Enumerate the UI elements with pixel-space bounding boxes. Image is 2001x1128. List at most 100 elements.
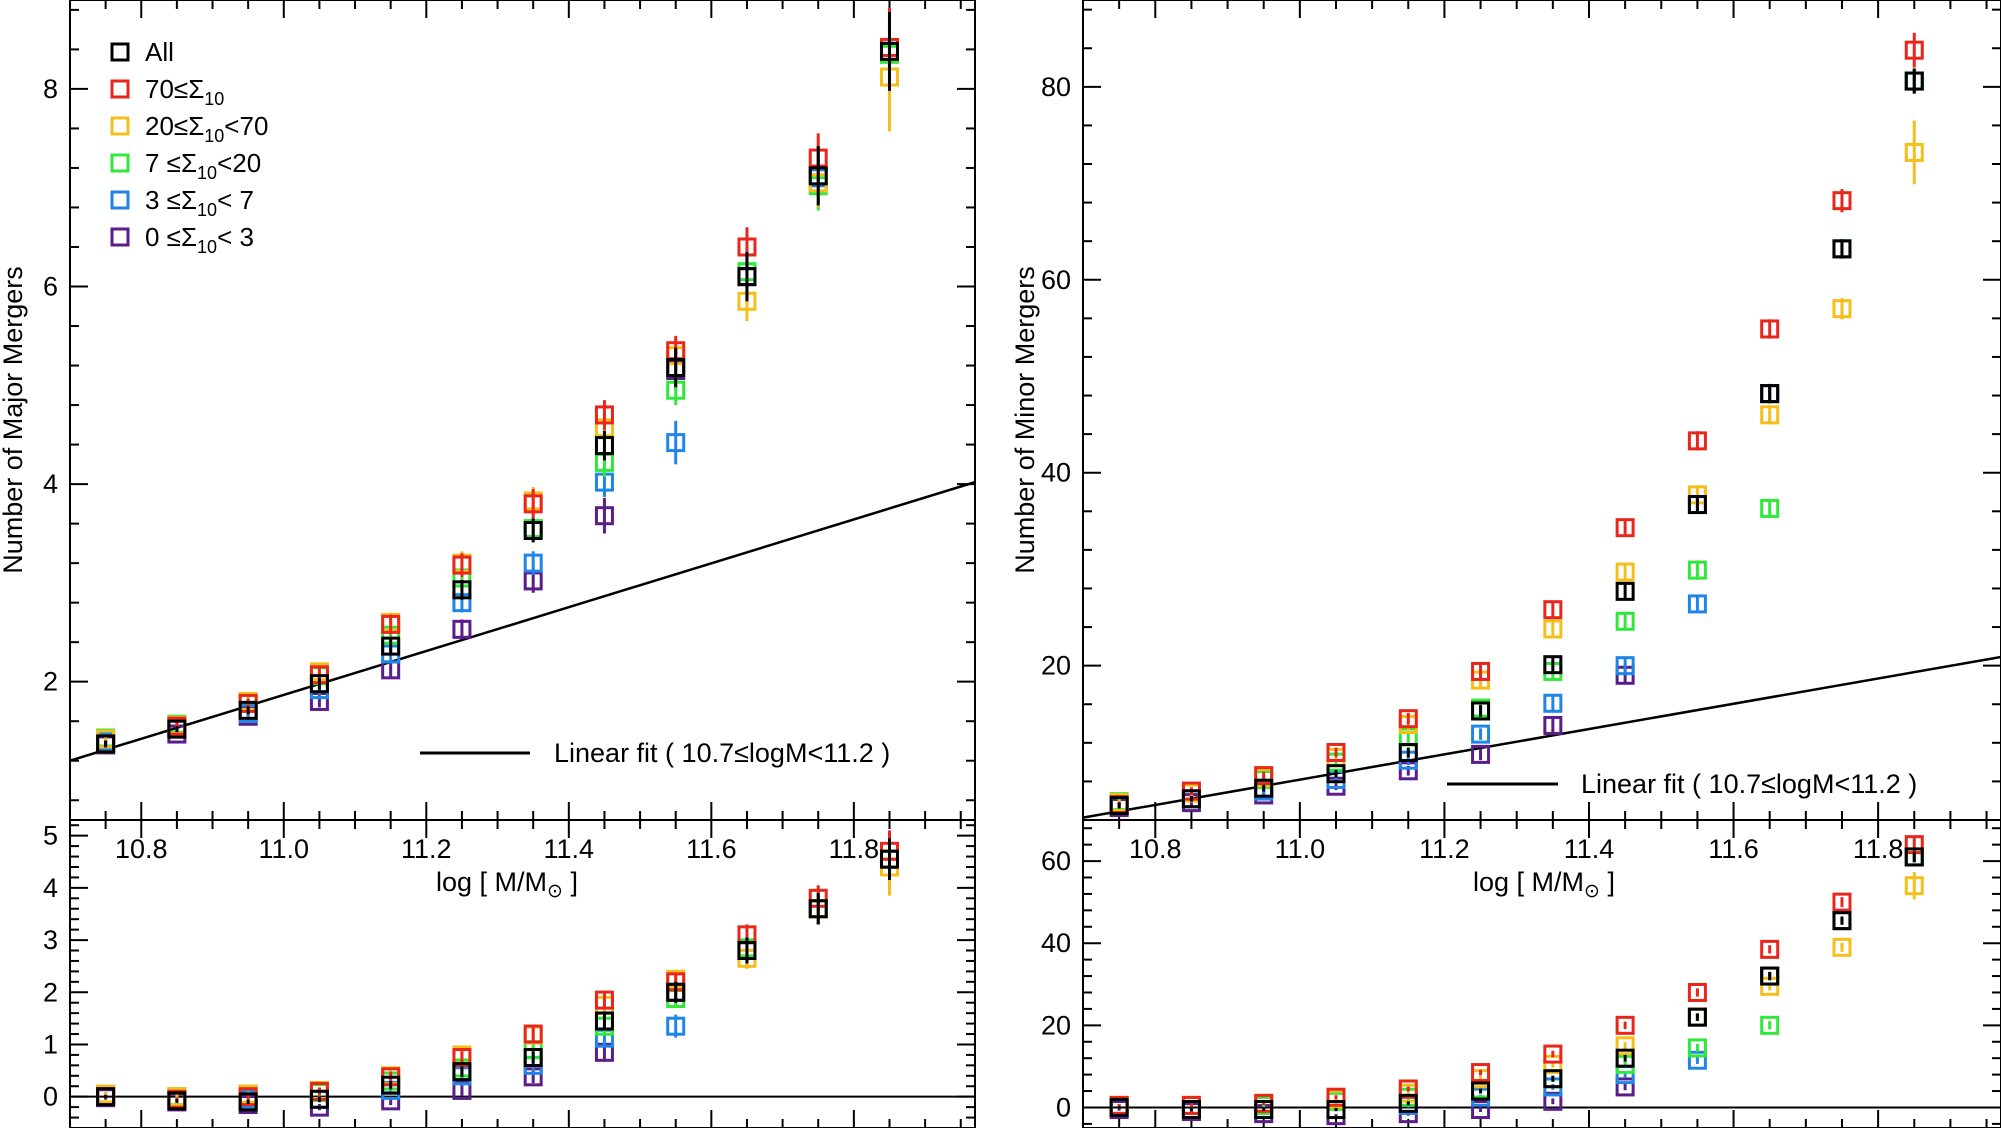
data-point <box>452 619 472 639</box>
data-point <box>1832 911 1852 931</box>
data-point <box>1543 693 1563 713</box>
legend-label-sub: 10 <box>204 126 224 146</box>
legend-label-main: All <box>145 37 174 67</box>
series-0≤Σ10<3 <box>96 11 899 755</box>
series-0≤Σ10<3 <box>1109 68 1924 817</box>
data-point <box>1109 796 1129 816</box>
series-All <box>1109 847 1924 1120</box>
data-point <box>1254 766 1274 786</box>
legend-label-tail: < 7 <box>217 185 254 215</box>
legend-label-tail: < 3 <box>217 222 254 252</box>
y-tick-label: 2 <box>43 977 58 1007</box>
data-point <box>167 1091 187 1111</box>
x-tick-label: 11.4 <box>544 834 595 864</box>
data-point <box>1760 498 1780 518</box>
legend-label-sub: 10 <box>197 200 217 220</box>
y-tick-label: 3 <box>43 925 58 955</box>
data-point <box>1904 876 1924 896</box>
x-tick-label: 11.2 <box>401 834 452 864</box>
data-point <box>1687 1038 1707 1058</box>
panel-frame <box>1082 819 2001 1128</box>
data-point <box>737 267 757 287</box>
data-point <box>1832 239 1852 259</box>
legend-marker <box>110 42 130 62</box>
data-point <box>1543 1069 1563 1089</box>
left-xlabel: log [ M/M⊙ ] <box>436 867 578 902</box>
data-point <box>666 1016 686 1036</box>
y-tick-label: 0 <box>1056 1092 1071 1122</box>
data-point <box>1181 789 1201 809</box>
data-point <box>309 1089 329 1109</box>
data-point <box>594 506 614 526</box>
data-point <box>1832 191 1852 211</box>
data-point <box>1832 299 1852 319</box>
data-point <box>1326 764 1346 784</box>
x-tick-label: 11.6 <box>1708 834 1759 864</box>
y-tick-label: 4 <box>43 469 58 499</box>
data-point <box>1326 1087 1346 1107</box>
y-tick-label: 40 <box>1041 458 1071 488</box>
x-tick-label: 10.8 <box>115 834 168 864</box>
data-point <box>1904 40 1924 60</box>
data-point <box>452 1048 472 1068</box>
data-point <box>1326 742 1346 762</box>
data-point <box>879 849 899 869</box>
data-point <box>1109 1097 1129 1117</box>
legend-marker <box>110 153 130 173</box>
y-tick-label: 0 <box>43 1082 58 1112</box>
legend-label-sub: 10 <box>204 89 224 109</box>
data-point <box>452 1062 472 1082</box>
data-point <box>1615 562 1635 582</box>
data-point <box>1471 744 1491 764</box>
data-point <box>1543 655 1563 675</box>
data-point <box>381 614 401 634</box>
legend-marker <box>110 227 130 247</box>
y-tick-label: 60 <box>1041 846 1071 876</box>
data-point <box>666 433 686 453</box>
data-point <box>1254 1100 1274 1120</box>
series-3≤Σ10<7 <box>1109 68 1924 816</box>
data-point <box>1687 495 1707 515</box>
panel-frame <box>1082 0 2001 821</box>
data-point <box>1615 518 1635 538</box>
data-point <box>523 521 543 541</box>
data-point <box>96 734 116 754</box>
y-tick-label: 8 <box>43 74 58 104</box>
data-point <box>594 1011 614 1031</box>
data-point <box>594 990 614 1010</box>
y-tick-label: 5 <box>43 821 58 851</box>
data-point <box>381 636 401 656</box>
data-point <box>1398 709 1418 729</box>
y-tick-label: 1 <box>43 1029 58 1059</box>
right-xlabel-main: log [ M/M <box>1473 867 1584 897</box>
data-point <box>1398 742 1418 762</box>
data-point <box>1398 1079 1418 1099</box>
x-tick-label: 11.0 <box>259 834 310 864</box>
panel-frame <box>69 0 976 821</box>
legend-label: 70≤Σ10 <box>145 74 224 109</box>
y-tick-label: 60 <box>1041 265 1071 295</box>
legend-label: 0 ≤Σ10< 3 <box>145 222 254 257</box>
data-point <box>167 719 187 739</box>
data-point <box>666 358 686 378</box>
data-point <box>1471 1063 1491 1083</box>
series-All <box>96 838 899 1112</box>
data-point <box>1543 619 1563 639</box>
right-xlabel-end: ] <box>1600 867 1615 897</box>
data-point <box>1398 1093 1418 1113</box>
data-point <box>1760 1015 1780 1035</box>
data-point <box>1687 1007 1707 1027</box>
data-point <box>523 494 543 514</box>
data-point <box>1543 1044 1563 1064</box>
fit-line <box>1082 655 2001 819</box>
data-point <box>1760 319 1780 339</box>
legend-label: 3 ≤Σ10< 7 <box>145 185 254 220</box>
x-tick-label: 11.2 <box>1419 834 1470 864</box>
data-point <box>1326 1100 1346 1120</box>
data-point <box>309 674 329 694</box>
y-tick-label: 20 <box>1041 651 1071 681</box>
legend-label-main: 70≤Σ <box>145 74 204 104</box>
y-tick-label: 80 <box>1041 72 1071 102</box>
legend-label: 7 ≤Σ10<20 <box>145 148 261 183</box>
data-point <box>1687 594 1707 614</box>
